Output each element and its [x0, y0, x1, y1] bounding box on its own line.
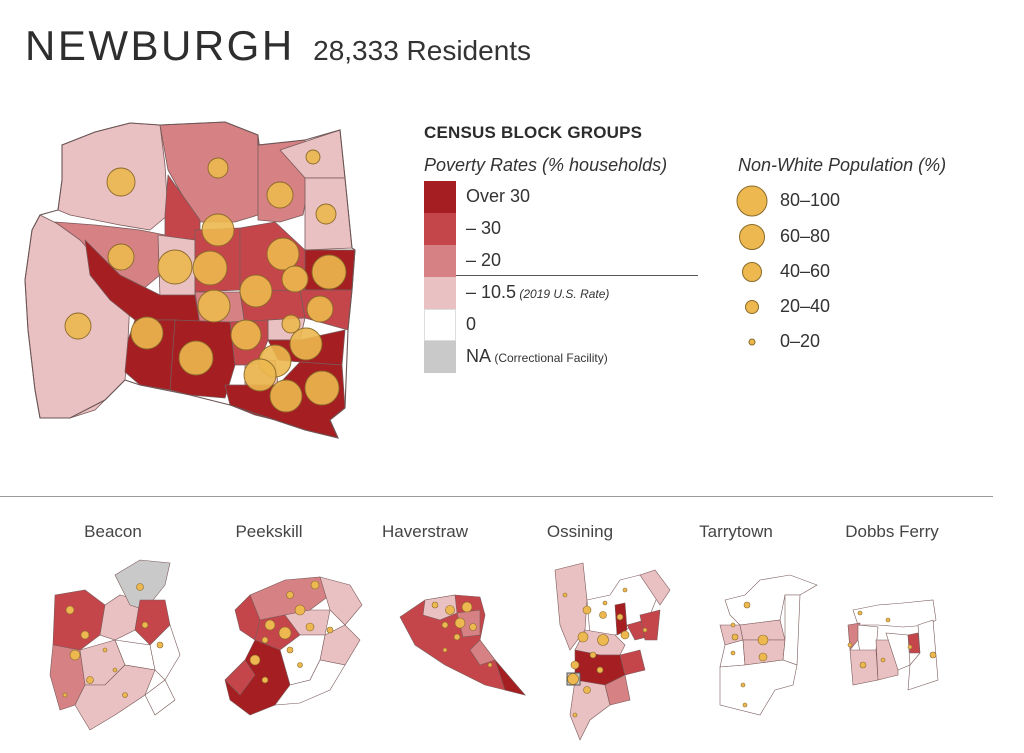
population-dot	[281, 314, 301, 334]
population-class-label: 60–80	[780, 226, 831, 246]
poverty-class-label: NA (Correctional Facility)	[466, 346, 608, 367]
poverty-class-label: Over 30	[466, 186, 530, 207]
population-dot	[201, 213, 235, 247]
population-dot	[315, 203, 337, 225]
city-title: NEWBURGH	[25, 22, 295, 69]
poverty-class-text: – 20	[466, 250, 502, 270]
population-dot	[243, 358, 277, 392]
poverty-swatch	[424, 309, 456, 341]
population-dot	[130, 316, 164, 350]
population-dot	[197, 289, 231, 323]
population-dot	[311, 254, 347, 290]
population-dot-swatch	[748, 338, 756, 346]
population-class-label: 20–40	[780, 296, 831, 316]
resident-count: 28,333 Residents	[313, 35, 532, 66]
population-dot-swatch	[736, 185, 768, 217]
population-dot	[106, 167, 136, 197]
poverty-class-text: – 30	[466, 218, 502, 238]
population-dot	[178, 340, 214, 376]
population-dot	[192, 250, 228, 286]
population-dot	[281, 265, 309, 293]
poverty-legend-title: Poverty Rates (% households)	[424, 155, 668, 175]
poverty-class-label: – 30	[466, 218, 501, 239]
small-map-title-ossining: Ossining	[546, 522, 614, 541]
small-map-title-dobbs-ferry: Dobbs Ferry	[845, 522, 939, 541]
small-map-tarrytown	[719, 574, 818, 716]
small-map-peekskill	[224, 576, 363, 716]
population-dot	[305, 149, 321, 165]
population-dot	[157, 249, 193, 285]
poverty-class-label: – 10.5 (2019 U.S. Rate)	[466, 282, 609, 303]
poverty-class-note: (Correctional Facility)	[491, 351, 608, 365]
poverty-class-note: (2019 U.S. Rate)	[516, 287, 610, 301]
population-legend-title: Non-White Population (%)	[738, 155, 947, 175]
population-dot	[207, 157, 229, 179]
population-dot	[289, 327, 323, 361]
population-dot	[230, 319, 262, 351]
legend-heading: CENSUS BLOCK GROUPS	[424, 123, 643, 142]
small-map-title-peekskill: Peekskill	[235, 522, 303, 541]
poverty-swatch	[424, 213, 456, 245]
population-dot-swatch	[739, 224, 765, 250]
poverty-class-text: – 10.5	[466, 282, 517, 302]
population-dot	[304, 370, 340, 406]
poverty-class-label: 0	[466, 314, 476, 335]
population-class-label: 40–60	[780, 261, 831, 281]
population-dot	[269, 379, 303, 413]
small-map-title-beacon: Beacon	[84, 522, 142, 541]
poverty-swatch	[424, 245, 456, 277]
small-map-beacon	[49, 559, 181, 731]
poverty-swatch	[424, 181, 456, 213]
poverty-swatch	[424, 341, 456, 373]
population-class-label: 80–100	[780, 190, 841, 210]
poverty-swatch	[424, 277, 456, 309]
title-row: NEWBURGH 28,333 Residents	[25, 22, 531, 70]
section-divider	[0, 496, 993, 497]
newburgh-map	[24, 121, 356, 439]
population-dot-swatch	[742, 262, 762, 282]
population-dot-legend	[736, 185, 768, 346]
population-dot-swatch	[745, 300, 759, 314]
population-dot	[107, 243, 135, 271]
population-class-label: 0–20	[780, 331, 821, 351]
population-dot	[266, 237, 300, 271]
poverty-class-text: 0	[466, 314, 477, 334]
population-dot	[306, 295, 334, 323]
poverty-class-text: NA	[466, 346, 492, 366]
population-dot	[239, 274, 273, 308]
small-map-title-haverstraw: Haverstraw	[382, 522, 468, 541]
us-rate-rule	[456, 275, 698, 276]
small-map-haverstraw	[399, 594, 526, 696]
small-map-ossining	[554, 562, 671, 741]
poverty-class-text: Over 30	[466, 186, 531, 206]
population-dot	[266, 181, 294, 209]
small-map-title-tarrytown: Tarrytown	[699, 522, 773, 541]
small-map-dobbs-ferry	[847, 599, 939, 691]
poverty-class-label: – 20	[466, 250, 501, 271]
population-dot	[64, 312, 92, 340]
